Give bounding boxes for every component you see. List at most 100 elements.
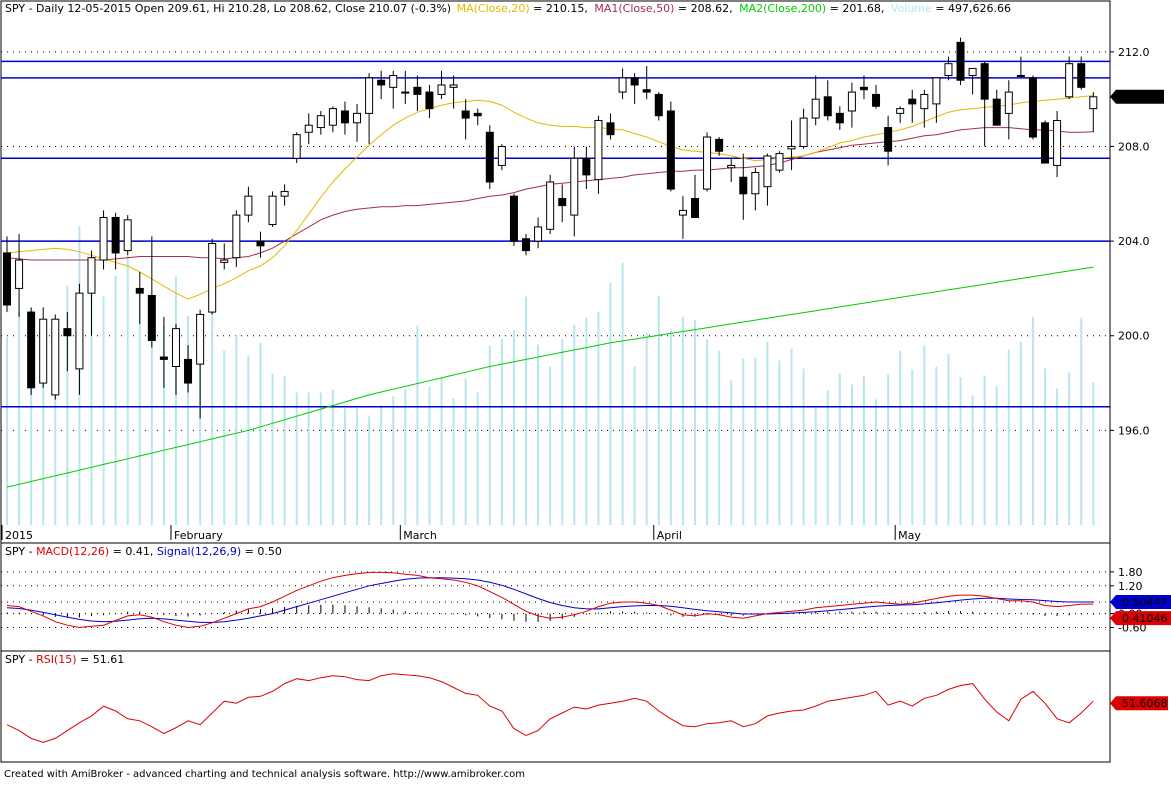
candlestick: [872, 84, 881, 109]
candlestick: [920, 89, 929, 128]
candle-body-up: [811, 98, 820, 119]
candlestick: [847, 82, 856, 128]
candlestick: [654, 92, 663, 121]
candlestick: [159, 316, 168, 388]
candle-body-up: [896, 108, 905, 114]
candle-body-up: [51, 318, 60, 396]
candle-body-up: [449, 84, 458, 88]
candle-body-up: [123, 219, 132, 252]
candlesticks: [3, 37, 1098, 419]
volume-bars: [6, 226, 1095, 525]
candle-body-down: [111, 216, 120, 254]
candlestick: [256, 231, 265, 258]
candle-body-up: [171, 328, 180, 367]
macd-value-tag: 0.41046: [1110, 611, 1171, 625]
candlestick: [328, 106, 337, 133]
candlestick: [606, 113, 615, 140]
candlestick: [811, 75, 820, 126]
signal-tag-label: 0.50447: [1122, 596, 1168, 609]
candlestick: [449, 75, 458, 109]
candle-body-up: [389, 75, 398, 88]
candlestick: [715, 137, 724, 156]
candlestick: [775, 151, 784, 173]
candle-body-down: [27, 311, 36, 389]
ma200-legend-value: = 201.68,: [830, 2, 885, 15]
candlestick: [763, 153, 772, 206]
candlestick: [1077, 56, 1086, 90]
candle-body-down: [582, 157, 591, 176]
candlestick: [558, 184, 567, 223]
candlestick: [944, 56, 953, 81]
candlestick: [3, 236, 11, 313]
candlestick: [184, 345, 193, 393]
candle-body-down: [956, 41, 965, 81]
candlestick: [220, 243, 229, 270]
macd-title: SPY - MACD(12,26) = 0.41, Signal(12,26,9…: [5, 545, 282, 558]
price-tick-label: 204.0: [1118, 235, 1150, 248]
candlestick: [666, 101, 675, 192]
candle-body-up: [799, 117, 808, 147]
candle-body-up: [727, 164, 736, 169]
candlestick: [618, 68, 627, 100]
candle-body-up: [763, 155, 772, 188]
macd-title-prefix: SPY -: [5, 545, 36, 558]
ma50-legend-value: = 208.62,: [678, 2, 733, 15]
candlestick: [196, 309, 205, 419]
candlestick: [1028, 75, 1037, 140]
candlestick: [932, 77, 941, 123]
candlestick: [884, 115, 893, 166]
candle-body-down: [184, 358, 193, 384]
candle-body-down: [509, 195, 518, 242]
candlestick: [727, 158, 736, 182]
macd-legend-value: = 0.41,: [113, 545, 157, 558]
candlestick: [15, 234, 24, 317]
candlestick: [437, 70, 446, 100]
candle-body-up: [920, 93, 929, 110]
candlestick: [522, 234, 531, 256]
candle-body-up: [316, 115, 325, 129]
rsi-legend-value: = 51.61: [80, 653, 124, 666]
candle-body-down: [340, 110, 349, 124]
month-label: May: [898, 529, 921, 542]
candle-body-up: [401, 91, 410, 94]
candle-body-down: [558, 198, 567, 207]
candle-body-up: [208, 242, 217, 313]
candle-body-up: [703, 136, 712, 190]
candle-body-up: [437, 84, 446, 95]
candle-body-down: [377, 79, 386, 86]
candlestick: [642, 66, 651, 100]
candlestick: [835, 106, 844, 130]
candle-body-down: [1077, 63, 1086, 88]
candlestick: [534, 217, 543, 249]
candle-body-up: [1016, 75, 1025, 78]
candlestick: [1004, 80, 1013, 140]
footer-credit: Created with AmiBroker - advanced charti…: [4, 769, 525, 780]
candlestick: [823, 80, 832, 121]
candle-body-down: [147, 295, 156, 341]
candlestick: [316, 110, 325, 135]
candlestick: [39, 307, 48, 388]
last-price-label: 210.07: [1122, 91, 1161, 104]
price-tick-label: 208.0: [1118, 140, 1150, 153]
candlestick: [992, 89, 1001, 126]
rsi-title-prefix: SPY -: [5, 653, 36, 666]
candlestick: [1041, 120, 1050, 164]
price-tick-label: 196.0: [1118, 424, 1150, 437]
ma20-line: [6, 95, 1094, 300]
candlestick: [630, 73, 639, 104]
candle-body-up: [99, 216, 108, 261]
candle-body-up: [292, 134, 301, 159]
candle-body-up: [304, 124, 313, 133]
ma20-legend-value: = 210.15,: [533, 2, 588, 15]
rsi-pane: SPY - RSI(15) = 51.61 51.6068: [5, 653, 1168, 743]
candlestick: [389, 70, 398, 109]
candlestick: [75, 283, 84, 395]
candlestick: [365, 73, 374, 145]
candle-body-down: [690, 198, 699, 218]
candlestick: [485, 125, 494, 190]
candle-body-down: [473, 112, 482, 117]
candle-body-up: [280, 190, 289, 197]
candle-body-up: [944, 63, 953, 77]
candlestick: [968, 67, 977, 95]
